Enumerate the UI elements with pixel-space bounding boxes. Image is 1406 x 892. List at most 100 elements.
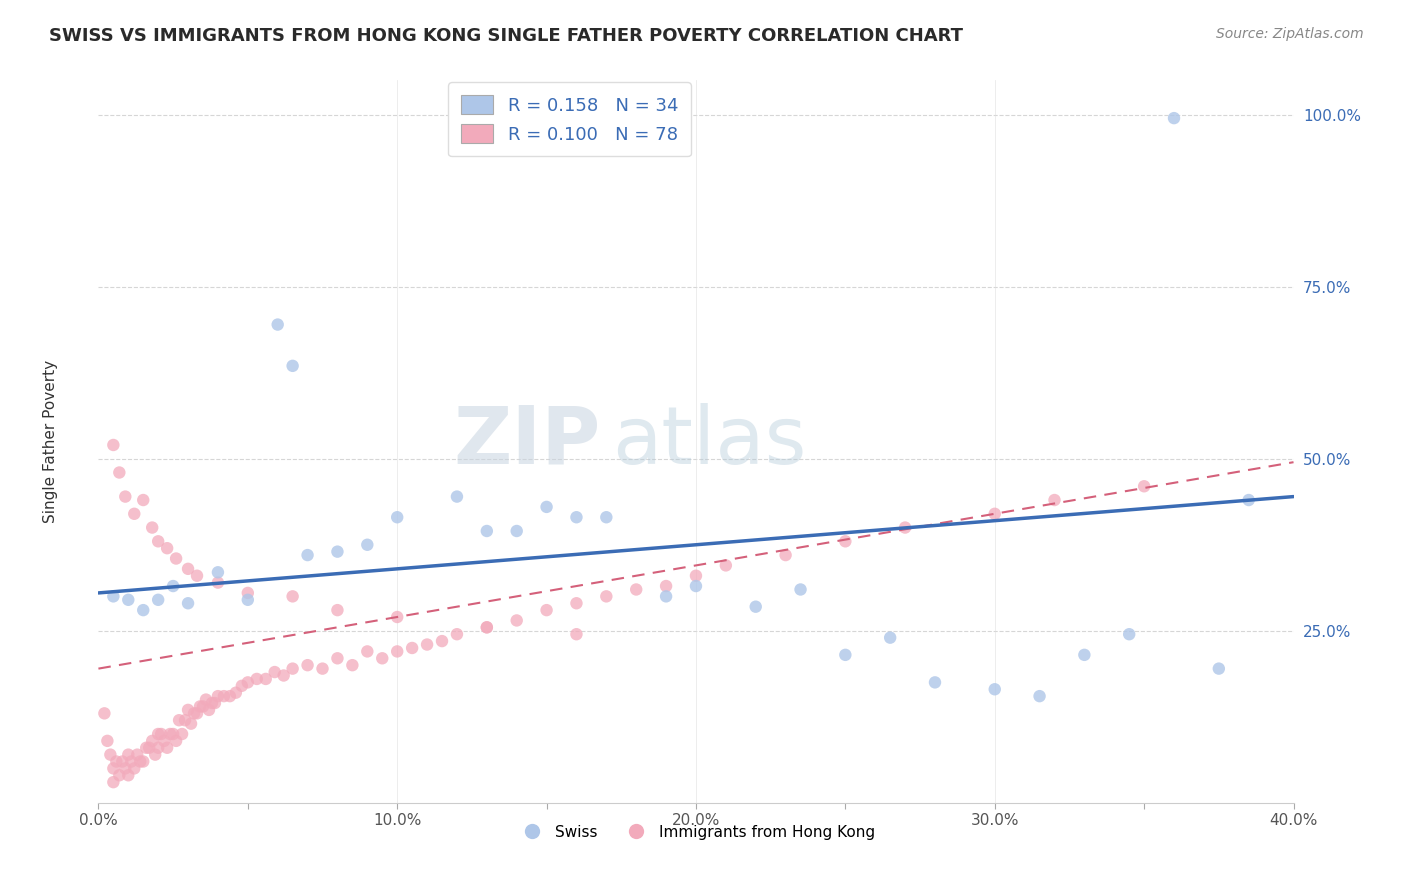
- Point: [124, 507, 146, 521]
- Point: [263, 665, 285, 679]
- Point: [165, 551, 187, 566]
- Point: [655, 590, 678, 604]
- Point: [254, 672, 277, 686]
- Point: [180, 716, 202, 731]
- Point: [342, 658, 364, 673]
- Point: [117, 592, 139, 607]
- Point: [446, 490, 468, 504]
- Point: [236, 586, 259, 600]
- Point: [141, 520, 163, 534]
- Point: [385, 644, 409, 658]
- Point: [1133, 479, 1156, 493]
- Point: [326, 651, 349, 665]
- Point: [267, 318, 290, 332]
- Point: [536, 603, 558, 617]
- Point: [135, 740, 157, 755]
- Point: [117, 768, 139, 782]
- Point: [281, 359, 304, 373]
- Point: [162, 579, 184, 593]
- Point: [198, 703, 221, 717]
- Point: [98, 747, 122, 762]
- Point: [326, 544, 349, 558]
- Point: [1073, 648, 1095, 662]
- Point: [834, 534, 856, 549]
- Point: [879, 631, 901, 645]
- Point: [191, 699, 214, 714]
- Point: [446, 627, 468, 641]
- Point: [162, 727, 184, 741]
- Text: Source: ZipAtlas.com: Source: ZipAtlas.com: [1216, 27, 1364, 41]
- Point: [201, 696, 224, 710]
- Point: [124, 761, 146, 775]
- Point: [174, 713, 197, 727]
- Point: [1163, 111, 1185, 125]
- Point: [714, 558, 737, 573]
- Point: [156, 740, 179, 755]
- Point: [595, 510, 617, 524]
- Point: [685, 579, 707, 593]
- Point: [236, 675, 259, 690]
- Point: [127, 747, 149, 762]
- Point: [150, 727, 173, 741]
- Text: Single Father Poverty: Single Father Poverty: [44, 360, 58, 523]
- Point: [165, 734, 187, 748]
- Point: [894, 520, 917, 534]
- Point: [103, 590, 125, 604]
- Point: [1043, 493, 1066, 508]
- Point: [186, 568, 208, 582]
- Point: [177, 562, 200, 576]
- Point: [775, 548, 797, 562]
- Point: [167, 713, 190, 727]
- Point: [297, 548, 319, 562]
- Point: [183, 706, 205, 721]
- Point: [105, 755, 128, 769]
- Point: [1118, 627, 1140, 641]
- Point: [834, 648, 856, 662]
- Point: [356, 538, 378, 552]
- Point: [297, 658, 319, 673]
- Text: SWISS VS IMMIGRANTS FROM HONG KONG SINGLE FATHER POVERTY CORRELATION CHART: SWISS VS IMMIGRANTS FROM HONG KONG SINGL…: [49, 27, 963, 45]
- Point: [401, 640, 423, 655]
- Point: [789, 582, 811, 597]
- Text: ZIP: ZIP: [453, 402, 600, 481]
- Point: [219, 689, 242, 703]
- Point: [108, 466, 131, 480]
- Point: [626, 582, 648, 597]
- Point: [984, 682, 1007, 697]
- Point: [207, 575, 229, 590]
- Point: [326, 603, 349, 617]
- Point: [132, 493, 155, 508]
- Point: [475, 620, 498, 634]
- Point: [111, 755, 134, 769]
- Point: [231, 679, 253, 693]
- Point: [177, 703, 200, 717]
- Point: [103, 438, 125, 452]
- Point: [148, 727, 170, 741]
- Point: [153, 734, 176, 748]
- Point: [148, 592, 170, 607]
- Point: [385, 510, 409, 524]
- Point: [132, 603, 155, 617]
- Point: [356, 644, 378, 658]
- Point: [138, 740, 160, 755]
- Point: [177, 596, 200, 610]
- Point: [371, 651, 394, 665]
- Point: [595, 590, 617, 604]
- Point: [156, 541, 179, 556]
- Point: [565, 596, 588, 610]
- Point: [281, 590, 304, 604]
- Point: [132, 755, 155, 769]
- Point: [207, 689, 229, 703]
- Point: [246, 672, 269, 686]
- Point: [536, 500, 558, 514]
- Point: [430, 634, 453, 648]
- Point: [984, 507, 1007, 521]
- Point: [117, 747, 139, 762]
- Point: [1237, 493, 1260, 508]
- Point: [207, 566, 229, 580]
- Point: [655, 579, 678, 593]
- Point: [129, 755, 152, 769]
- Point: [311, 662, 333, 676]
- Point: [204, 696, 226, 710]
- Point: [103, 761, 125, 775]
